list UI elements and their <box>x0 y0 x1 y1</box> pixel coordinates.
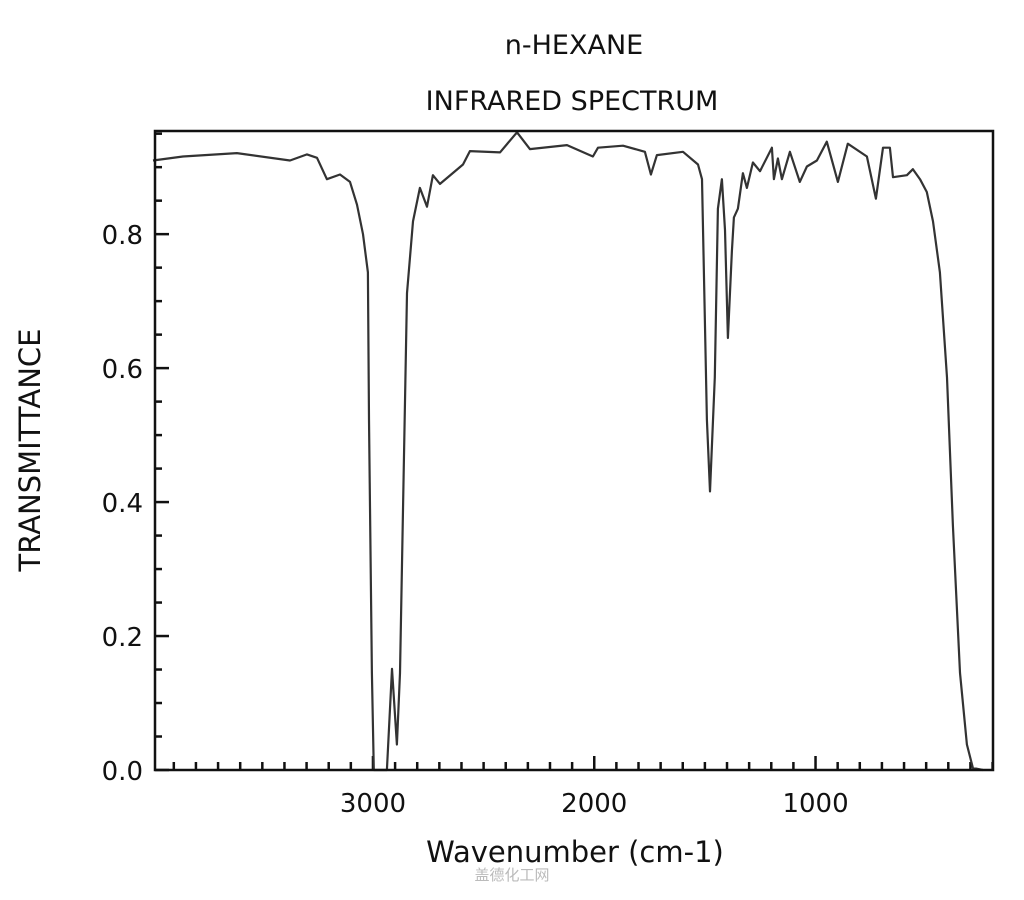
chart-title: n-HEXANE <box>505 30 643 61</box>
chart-subtitle: INFRARED SPECTRUM <box>426 86 719 117</box>
y-axis-label: TRANSMITTANCE <box>13 329 47 573</box>
axis-ticks <box>155 132 994 772</box>
axis-tick-labels: 3000 2000 1000 0.0 0.2 0.4 0.6 0.8 <box>102 221 849 819</box>
plot-frame <box>153 129 995 772</box>
x-tick-label: 3000 <box>340 789 406 819</box>
watermark: 盖德化工网 <box>474 866 549 884</box>
x-tick-label: 2000 <box>561 789 627 819</box>
y-tick-label: 0.2 <box>102 623 143 653</box>
y-tick-label: 0.6 <box>102 355 143 385</box>
y-tick-label: 0.8 <box>102 221 143 251</box>
x-tick-label: 1000 <box>782 789 848 819</box>
spectrum-line <box>152 131 984 772</box>
y-tick-label: 0.0 <box>102 757 143 787</box>
y-tick-label: 0.4 <box>102 489 143 519</box>
x-axis-label: Wavenumber (cm-1) <box>426 835 724 869</box>
